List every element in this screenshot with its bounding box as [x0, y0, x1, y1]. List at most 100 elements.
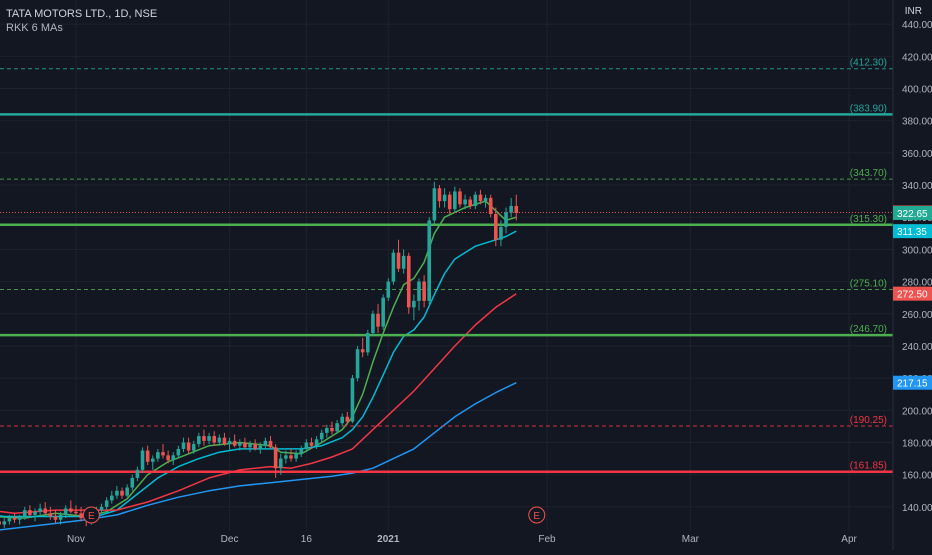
- candle-body: [28, 510, 32, 515]
- earnings-markers: EEE: [82, 506, 546, 524]
- symbol-title[interactable]: TATA MOTORS LTD., 1D, NSE: [6, 8, 158, 20]
- candle-body: [120, 490, 124, 496]
- candle-body: [330, 428, 334, 432]
- candle-body: [371, 313, 375, 334]
- level-label: (161.85): [850, 461, 887, 472]
- candle-body: [156, 452, 160, 459]
- moving-average-line: [0, 230, 517, 518]
- candle-body: [150, 458, 155, 462]
- price-tick-label: 420.00: [902, 52, 932, 63]
- candle-body: [463, 199, 467, 205]
- earnings-marker: [82, 506, 100, 524]
- level-label: (343.70): [850, 168, 887, 179]
- candle-body: [458, 191, 462, 205]
- candle-body: [273, 447, 278, 469]
- candle-body: [161, 452, 165, 456]
- candle-body: [79, 513, 83, 519]
- time-tick-label: Feb: [538, 534, 556, 545]
- candle-body: [488, 197, 493, 215]
- candle-body: [376, 313, 380, 327]
- candle-body: [217, 437, 222, 443]
- price-tick-label: 260.00: [902, 310, 932, 321]
- candle-body: [12, 518, 17, 520]
- candle-body: [0, 521, 1, 525]
- candle-body: [222, 437, 227, 445]
- candle-body: [43, 508, 48, 514]
- candle-body: [360, 349, 365, 353]
- price-tag: [893, 205, 932, 220]
- candle-body: [38, 508, 42, 512]
- candle-body: [48, 513, 53, 517]
- candle-body: [130, 477, 135, 488]
- candle-body: [135, 469, 140, 478]
- price-tick-label: 340.00: [902, 181, 932, 192]
- candle-body: [391, 252, 396, 282]
- price-tick-label: 280.00: [902, 278, 932, 289]
- price-tick-label: 160.00: [902, 471, 932, 482]
- time-axis[interactable]: NovDec162021FebMarAprMayJun16: [67, 534, 932, 545]
- candle-body: [381, 297, 385, 327]
- time-tick-label: 16: [301, 534, 313, 545]
- candle-body: [309, 442, 314, 446]
- price-tick-label: 360.00: [902, 149, 932, 160]
- candle-body: [186, 442, 191, 451]
- candle-body: [202, 436, 206, 441]
- price-tag-label: 322.65: [897, 209, 928, 220]
- price-tag: [893, 286, 932, 301]
- candle-body: [299, 448, 304, 454]
- candle-body: [294, 453, 298, 459]
- candle-body: [350, 378, 355, 422]
- candle-body: [432, 188, 437, 221]
- candle-body: [17, 516, 22, 520]
- candle-body: [319, 432, 324, 440]
- candle-body: [422, 281, 426, 301]
- candle-body: [58, 514, 63, 520]
- candle-body: [437, 188, 442, 202]
- candle-body: [345, 416, 350, 422]
- candle-body: [386, 281, 391, 298]
- earnings-marker: [528, 506, 546, 524]
- candle-body: [499, 226, 503, 240]
- candle-body: [212, 436, 216, 443]
- candle-body: [53, 516, 58, 520]
- candle-body: [104, 500, 109, 507]
- price-tick-label: 380.00: [902, 117, 932, 128]
- candle-body: [284, 455, 288, 459]
- candle-body: [514, 205, 519, 213]
- candle-body: [366, 333, 370, 353]
- candle-body: [304, 442, 309, 449]
- candle-body: [125, 487, 129, 496]
- candle-body: [442, 194, 447, 202]
- price-tick-label: 240.00: [902, 342, 932, 353]
- candle-body: [427, 220, 432, 301]
- indicator-label[interactable]: RKK 6 MAs: [6, 22, 63, 34]
- candle-body: [478, 194, 483, 202]
- candle-body: [509, 205, 513, 213]
- candle-body: [171, 455, 176, 461]
- candle-body: [99, 506, 104, 511]
- level-label: (315.30): [850, 214, 887, 225]
- earnings-marker-label: E: [533, 511, 540, 522]
- level-lines: (412.30) (383.90) (343.70) (315.30) (275.10)…: [0, 58, 893, 473]
- earnings-marker-label: E: [88, 511, 95, 522]
- candle-body: [22, 510, 27, 517]
- time-tick-label: Dec: [221, 534, 239, 545]
- candle-body: [176, 448, 181, 456]
- candle-body: [412, 300, 416, 308]
- price-tick-label: 180.00: [902, 439, 932, 450]
- candle-body: [417, 281, 421, 301]
- candle-body: [248, 444, 252, 448]
- price-tick-label: 400.00: [902, 85, 932, 96]
- candle-body: [504, 212, 508, 227]
- price-tag-label: 217.15: [897, 379, 928, 390]
- candle-body: [314, 439, 319, 446]
- level-label: (412.30): [850, 58, 887, 69]
- level-label: (383.90): [850, 103, 887, 114]
- candle-body: [207, 436, 211, 441]
- price-tag-label: 272.50: [897, 290, 928, 301]
- candle-body: [140, 450, 145, 470]
